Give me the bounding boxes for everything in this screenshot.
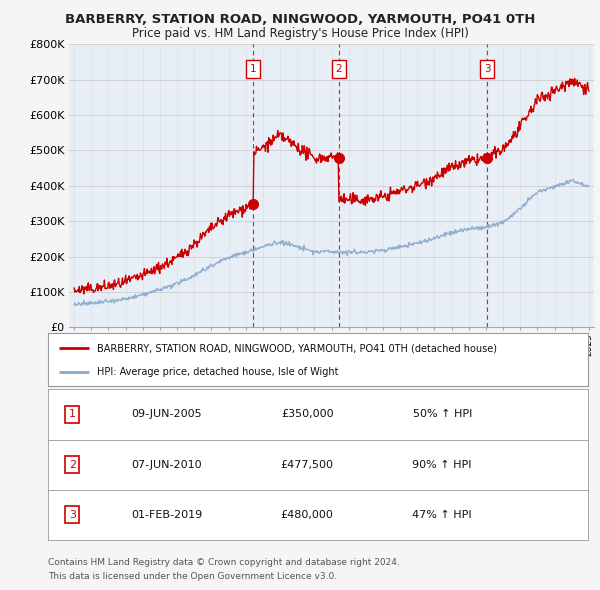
Text: 01-FEB-2019: 01-FEB-2019	[131, 510, 202, 520]
Text: 2: 2	[69, 460, 76, 470]
Text: Price paid vs. HM Land Registry's House Price Index (HPI): Price paid vs. HM Land Registry's House …	[131, 27, 469, 40]
Text: 47% ↑ HPI: 47% ↑ HPI	[412, 510, 472, 520]
Text: 3: 3	[484, 64, 491, 74]
Text: £350,000: £350,000	[281, 409, 334, 419]
Text: 2: 2	[335, 64, 342, 74]
Text: 09-JUN-2005: 09-JUN-2005	[131, 409, 202, 419]
Text: 3: 3	[69, 510, 76, 520]
Text: 07-JUN-2010: 07-JUN-2010	[131, 460, 202, 470]
Text: 1: 1	[69, 409, 76, 419]
Text: £480,000: £480,000	[281, 510, 334, 520]
Text: 50% ↑ HPI: 50% ↑ HPI	[413, 409, 472, 419]
Text: This data is licensed under the Open Government Licence v3.0.: This data is licensed under the Open Gov…	[48, 572, 337, 581]
Text: 90% ↑ HPI: 90% ↑ HPI	[412, 460, 472, 470]
Text: BARBERRY, STATION ROAD, NINGWOOD, YARMOUTH, PO41 0TH (detached house): BARBERRY, STATION ROAD, NINGWOOD, YARMOU…	[97, 343, 497, 353]
Text: 1: 1	[250, 64, 257, 74]
Text: HPI: Average price, detached house, Isle of Wight: HPI: Average price, detached house, Isle…	[97, 366, 338, 376]
Text: Contains HM Land Registry data © Crown copyright and database right 2024.: Contains HM Land Registry data © Crown c…	[48, 558, 400, 566]
Text: BARBERRY, STATION ROAD, NINGWOOD, YARMOUTH, PO41 0TH: BARBERRY, STATION ROAD, NINGWOOD, YARMOU…	[65, 13, 535, 26]
Text: £477,500: £477,500	[281, 460, 334, 470]
